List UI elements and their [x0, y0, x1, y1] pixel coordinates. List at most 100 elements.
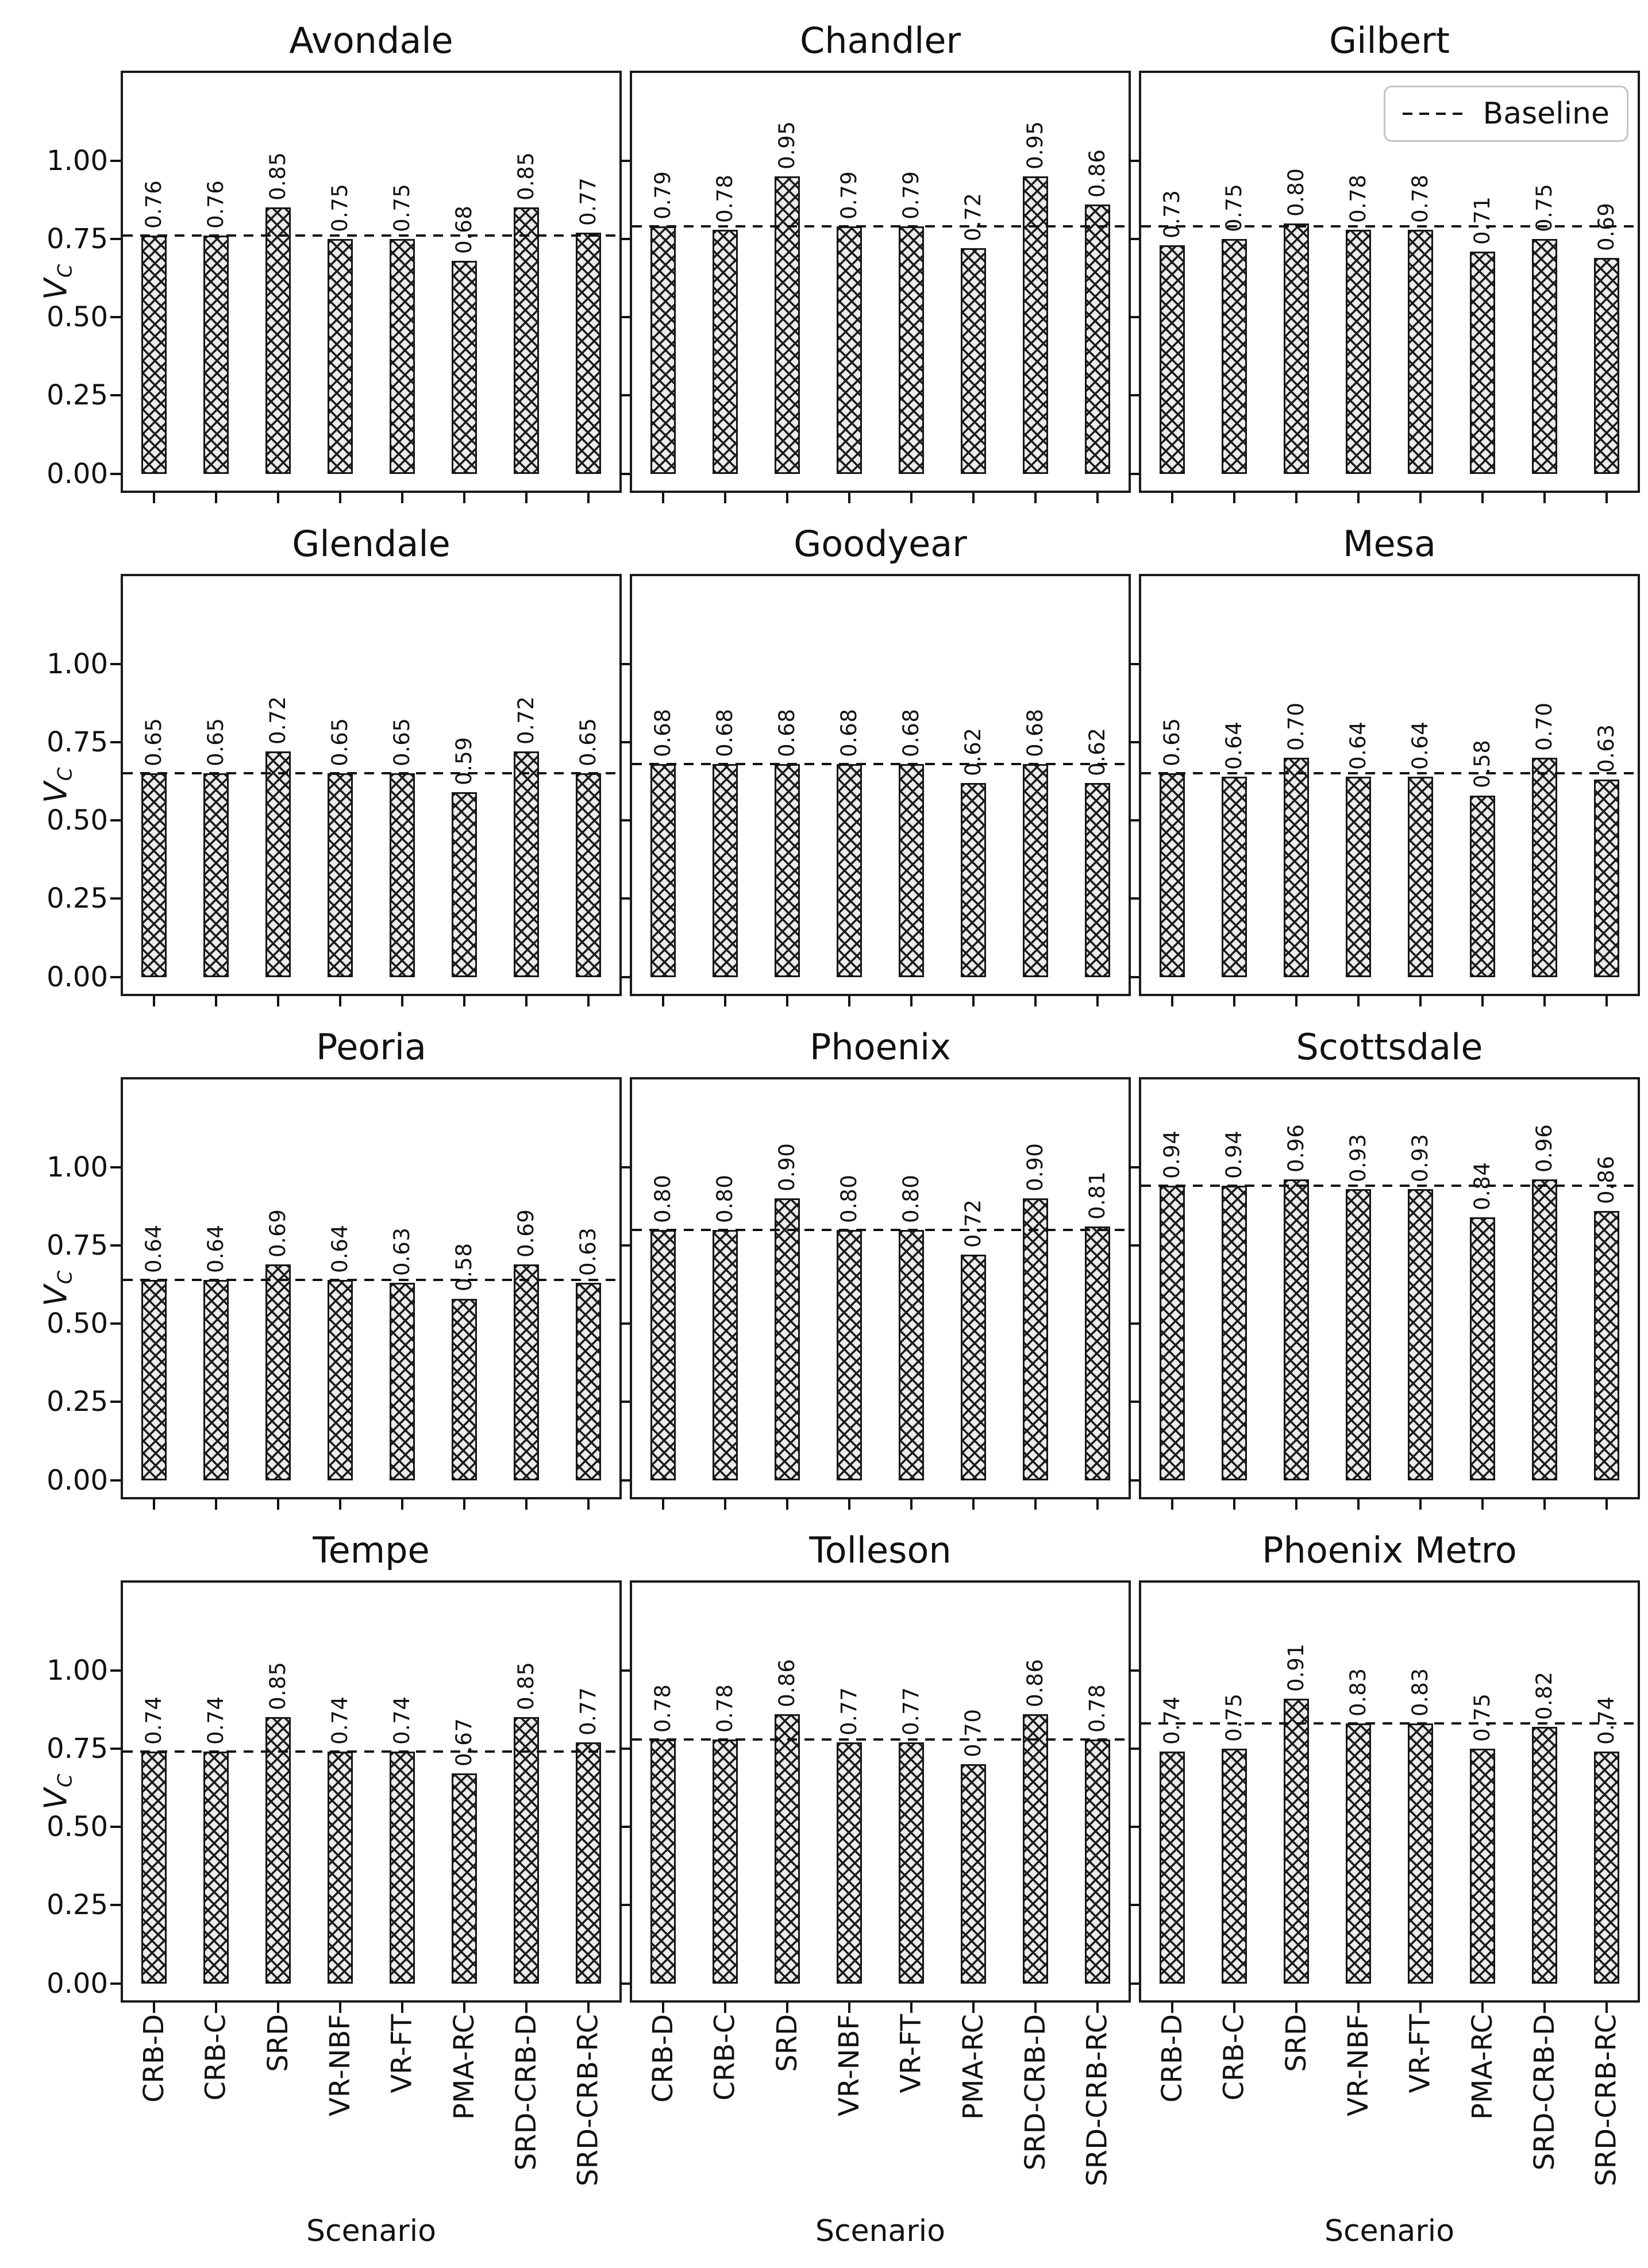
bar-value-text: 0.63: [576, 1227, 600, 1276]
x-tick: [1419, 1499, 1422, 1510]
bar: [141, 1279, 167, 1480]
bar-value-text: 0.75: [328, 183, 352, 232]
bar: [265, 1264, 291, 1480]
bar: [837, 226, 862, 474]
y-tick: [1129, 1669, 1139, 1672]
y-axis-label-base: V: [37, 781, 74, 803]
bar-value-text: 0.64: [203, 1224, 228, 1273]
x-tick: [1295, 493, 1297, 503]
x-tick: [463, 1499, 465, 1510]
bar: [514, 1717, 539, 1984]
baseline-line: [123, 234, 619, 237]
y-tick-label: 1.00: [47, 647, 108, 680]
bar: [576, 773, 601, 977]
x-tick-label-text: CRB-C: [200, 2014, 232, 2101]
y-tick-label: 0.50: [47, 1307, 108, 1340]
bar-value-text: 0.78: [1408, 174, 1433, 223]
bar-value-text: 0.86: [1594, 1155, 1619, 1204]
bar: [514, 751, 539, 977]
bar: [713, 764, 738, 977]
bar-value-text: 0.79: [650, 171, 675, 220]
x-tick-label-text: SRD-CRB-D: [1019, 2014, 1052, 2171]
x-tick: [1096, 493, 1099, 503]
subplot-title: Phoenix Metro: [1262, 1529, 1517, 1571]
bar: [1222, 1186, 1247, 1480]
y-tick: [619, 1669, 630, 1672]
y-tick: [110, 316, 121, 319]
y-tick: [619, 237, 630, 240]
x-tick: [724, 1499, 726, 1510]
bar-value-text: 0.68: [899, 708, 923, 757]
x-tick: [401, 2003, 403, 2013]
legend-label: Baseline: [1483, 97, 1610, 131]
y-tick: [619, 1826, 630, 1829]
x-axis-label: Scenario: [1324, 2214, 1455, 2248]
x-tick-label-text: SRD-CRB-RC: [1081, 2014, 1114, 2186]
y-tick-label: 0.00: [47, 961, 108, 993]
x-tick: [587, 493, 590, 503]
plot-area: 0.80 0.80 0.90 0.80 0.80 0.72 0.90 0.81: [619, 1077, 1131, 1510]
bar: [1408, 776, 1433, 977]
x-tick: [401, 493, 403, 503]
bar-value-text: 0.67: [452, 1718, 476, 1767]
bar: [1346, 1189, 1371, 1480]
subplot-goodyear: Goodyear 0.68 0.68 0.68 0.68 0.68 0.62 0.68 0.6…: [619, 523, 1131, 1006]
y-axis-label: VC: [37, 748, 76, 823]
bar-value-text: 0.68: [1023, 708, 1048, 757]
x-tick: [1543, 493, 1546, 503]
y-tick: [110, 1747, 121, 1750]
bar-value-text: 0.64: [141, 1224, 166, 1273]
y-tick-label: 0.75: [47, 1229, 108, 1262]
bar: [1594, 1210, 1619, 1480]
bar: [1532, 1726, 1557, 1984]
y-tick: [110, 740, 121, 743]
bar: [1160, 1752, 1185, 1984]
x-tick: [153, 996, 155, 1006]
bar: [452, 261, 477, 474]
x-tick: [1233, 1499, 1235, 1510]
bar-value-text: 0.74: [1594, 1696, 1619, 1745]
bar-value-text: 0.80: [713, 1174, 737, 1223]
x-tick: [1543, 996, 1546, 1006]
x-tick-label-text: PMA-RC: [448, 2014, 480, 2120]
bar: [452, 792, 477, 977]
y-axis-label-subscript: C: [53, 767, 76, 781]
x-tick: [1481, 996, 1484, 1006]
bar-value-text: 0.59: [452, 736, 476, 786]
bar-value-text: 0.93: [1408, 1133, 1433, 1182]
bar: [1160, 773, 1185, 977]
x-tick: [1233, 996, 1235, 1006]
baseline-line: [1141, 1722, 1638, 1725]
x-tick: [587, 1499, 590, 1510]
y-tick: [110, 819, 121, 822]
bar: [265, 1717, 291, 1984]
bar: [1284, 758, 1309, 977]
bar: [713, 1739, 738, 1984]
x-tick: [848, 2003, 850, 2013]
x-tick: [910, 1499, 912, 1510]
bar-value-text: 0.69: [265, 1209, 290, 1258]
x-tick: [662, 996, 664, 1006]
x-tick: [1481, 493, 1484, 503]
y-tick: [110, 1669, 121, 1672]
x-tick: [1419, 2003, 1422, 2013]
y-tick: [1129, 1982, 1139, 1985]
x-tick: [1295, 996, 1297, 1006]
x-tick: [1357, 1499, 1360, 1510]
bar: [1346, 776, 1371, 977]
x-tick: [463, 493, 465, 503]
y-tick: [619, 662, 630, 665]
y-tick: [1129, 662, 1139, 665]
bar-value-text: 0.69: [514, 1209, 538, 1258]
bar-value-text: 0.77: [576, 177, 600, 226]
bar-value-text: 0.65: [328, 718, 352, 767]
bar-value-text: 0.80: [1284, 168, 1308, 217]
subplot-glendale: Glendale 0.00 0.25 0.50 0.75 1.00 0.65 0.65 0.7…: [37, 523, 622, 1006]
y-tick: [619, 1322, 630, 1325]
x-tick: [401, 1499, 403, 1510]
bar-value-text: 0.72: [961, 192, 985, 242]
x-tick: [401, 996, 403, 1006]
x-tick: [1605, 996, 1608, 1006]
bar: [1408, 1189, 1433, 1480]
bar: [775, 1198, 800, 1480]
